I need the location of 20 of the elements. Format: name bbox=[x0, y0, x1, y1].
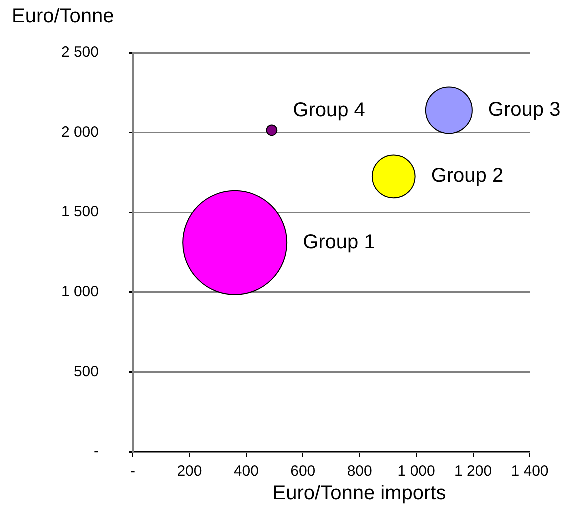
series-label: Group 4 bbox=[293, 99, 366, 122]
y-axis-title: Euro/Tonne bbox=[12, 6, 114, 28]
x-tick-label: 800 bbox=[347, 463, 372, 480]
x-tick-label: 200 bbox=[177, 463, 202, 480]
x-tick-label: 1 000 bbox=[398, 463, 436, 480]
y-tick-label: 1 500 bbox=[61, 204, 99, 221]
series-label: Group 3 bbox=[488, 98, 561, 121]
series-label: Group 2 bbox=[431, 165, 504, 188]
y-tick-label: 1 000 bbox=[61, 284, 99, 301]
y-tick-label: 2 000 bbox=[61, 124, 99, 141]
y-tick-label: 2 500 bbox=[61, 44, 99, 62]
y-tick-label: 500 bbox=[74, 363, 99, 380]
x-tick-label: - bbox=[130, 463, 136, 480]
x-tick-label: 1 400 bbox=[511, 463, 549, 480]
x-tick-label: 400 bbox=[234, 463, 259, 480]
x-tick-label: 1 200 bbox=[454, 463, 492, 480]
series-label: Group 1 bbox=[303, 231, 376, 254]
x-axis-title: Euro/Tonne imports bbox=[272, 482, 446, 505]
x-tick-label: 600 bbox=[290, 463, 316, 480]
y-tick-label: - bbox=[94, 443, 99, 460]
